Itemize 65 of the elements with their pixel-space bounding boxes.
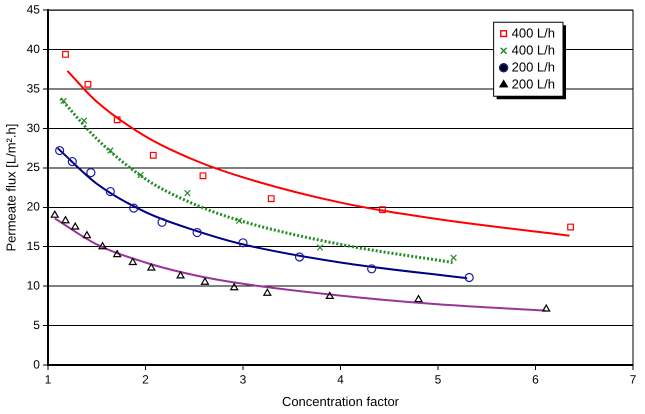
- y-tick-label: 20: [26, 200, 40, 214]
- point: [150, 152, 157, 159]
- point: [68, 156, 77, 166]
- point: [378, 206, 386, 214]
- point: [230, 283, 238, 290]
- legend-label: 400 L/h: [512, 25, 555, 40]
- y-tick-label: 30: [26, 120, 40, 135]
- point: [192, 228, 202, 238]
- legend-label: 200 L/h: [512, 76, 555, 92]
- point: [464, 272, 474, 282]
- point: [147, 263, 156, 271]
- point: [84, 80, 92, 88]
- point: [98, 242, 107, 250]
- y-tick-label: 15: [26, 239, 40, 254]
- point: [137, 172, 144, 178]
- y-tick-label: 45: [26, 2, 40, 17]
- legend-label: 400 L/h: [512, 42, 555, 58]
- x-tick-label: 2: [142, 372, 150, 387]
- point: [62, 50, 69, 58]
- point: [128, 258, 137, 266]
- point: [238, 238, 248, 248]
- point: [86, 168, 96, 178]
- y-tick-label: 0: [33, 357, 40, 372]
- point: [200, 278, 209, 285]
- point: [326, 292, 334, 300]
- point: [82, 231, 92, 238]
- point: [268, 195, 275, 202]
- point: [176, 271, 185, 279]
- point: [157, 218, 167, 227]
- y-axis-title: Permeate flux [L/m².h]: [3, 124, 18, 252]
- point: [263, 288, 272, 296]
- point: [106, 147, 114, 154]
- point: [567, 224, 574, 230]
- point: [60, 97, 67, 104]
- point: [200, 172, 206, 180]
- point: [236, 217, 242, 224]
- point: [129, 204, 138, 213]
- point: [294, 252, 304, 262]
- point: [114, 116, 121, 124]
- x-tick-label: 1: [44, 372, 52, 387]
- x-axis-title: Concentration factor: [282, 394, 400, 409]
- x-tick-label: 4: [337, 372, 344, 387]
- point: [184, 190, 191, 197]
- y-tick-label: 10: [26, 278, 40, 292]
- point: [113, 250, 122, 258]
- point: [542, 304, 550, 312]
- y-tick-label: 40: [26, 42, 40, 56]
- point: [106, 186, 115, 196]
- point: [414, 294, 423, 302]
- point: [80, 117, 88, 124]
- point: [316, 244, 324, 251]
- point: [71, 222, 80, 230]
- y-tick-label: 35: [26, 81, 40, 96]
- point: [61, 216, 70, 224]
- point: [367, 264, 376, 274]
- x-tick-label: 5: [434, 372, 442, 387]
- point: [50, 210, 59, 218]
- point: [55, 146, 64, 156]
- y-tick-label: 5: [33, 318, 40, 332]
- x-tick-label: 3: [240, 372, 247, 387]
- point: [450, 254, 458, 262]
- legend-label: 200 L/h: [512, 59, 555, 74]
- x-tick-label: 6: [532, 372, 540, 387]
- x-tick-label: 7: [630, 372, 637, 387]
- y-tick-label: 25: [26, 160, 40, 174]
